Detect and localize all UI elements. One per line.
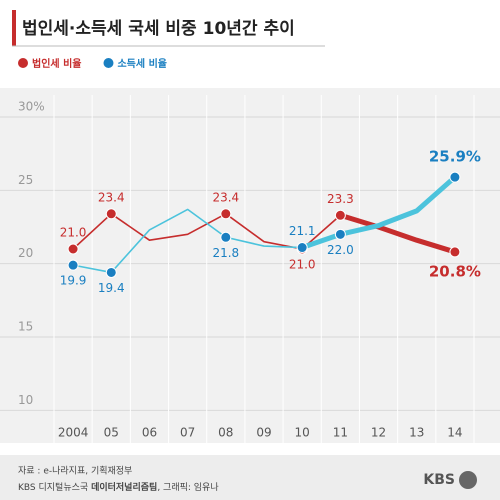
credit-org: KBS 디지털뉴스국 [18,481,88,493]
series-line-highlight [299,174,458,251]
legend-dot [18,58,28,68]
data-point [67,259,79,271]
legend-label: 법인세 비율 [32,57,81,70]
data-label: 21.0 [60,226,87,240]
credit-graphic: , 그래픽: 임유나 [157,481,218,493]
legend-dot [103,58,114,68]
data-label: 19.4 [98,281,125,295]
data-label: 22.0 [327,243,354,257]
x-tick-label: 2004 [58,426,89,440]
data-label: 20.8% [429,262,481,280]
data-point [334,228,346,240]
data-point [105,266,117,278]
logo: KBS [423,472,455,488]
x-tick-label: 13 [409,426,424,440]
credit-team: 데이터저널리즘팀 [91,481,157,493]
plot-background [0,88,500,443]
title-accent [12,10,16,46]
x-tick-label: 11 [333,426,348,440]
data-label: 23.4 [98,190,125,204]
data-point [67,243,79,255]
x-tick-label: 10 [295,426,310,440]
source: 자료 : e-나라지표, 기획재정부 [18,465,132,477]
x-tick-label: 09 [256,426,271,440]
data-point [296,242,308,254]
data-label: 23.3 [327,192,354,206]
x-tick-label: 06 [142,426,157,440]
x-tick-label: 12 [371,426,386,440]
chart-title: 법인세·소득세 국세 비중 10년간 추이 [22,19,295,39]
logo-icon [459,471,477,489]
credit: KBS 디지털뉴스국 데이터저널리즘팀, 그래픽: 임유나 [18,481,219,493]
series-line-highlight [337,212,458,255]
data-label: 21.0 [289,258,316,272]
x-tick-label: 08 [218,426,233,440]
x-tick-label: 07 [180,426,195,440]
y-tick-label: 25 [18,173,33,187]
data-label: 25.9% [429,148,481,166]
x-tick-label: 05 [104,426,119,440]
y-tick-label: 15 [18,320,33,334]
data-label: 21.8 [212,246,239,260]
legend-label: 소득세 비율 [117,57,166,70]
data-point [220,208,232,220]
data-point [334,209,346,221]
data-point [449,246,461,258]
footer-background [0,455,500,500]
data-point [105,208,117,220]
y-tick-label: 10 [18,393,33,407]
x-tick-label: 14 [447,426,462,440]
data-point [449,171,461,183]
data-label: 23.4 [212,190,239,204]
data-label: 21.1 [289,224,316,238]
data-label: 19.9 [60,274,87,288]
y-tick-label: 30% [18,100,45,114]
y-tick-label: 20 [18,246,33,260]
data-point [220,231,232,243]
